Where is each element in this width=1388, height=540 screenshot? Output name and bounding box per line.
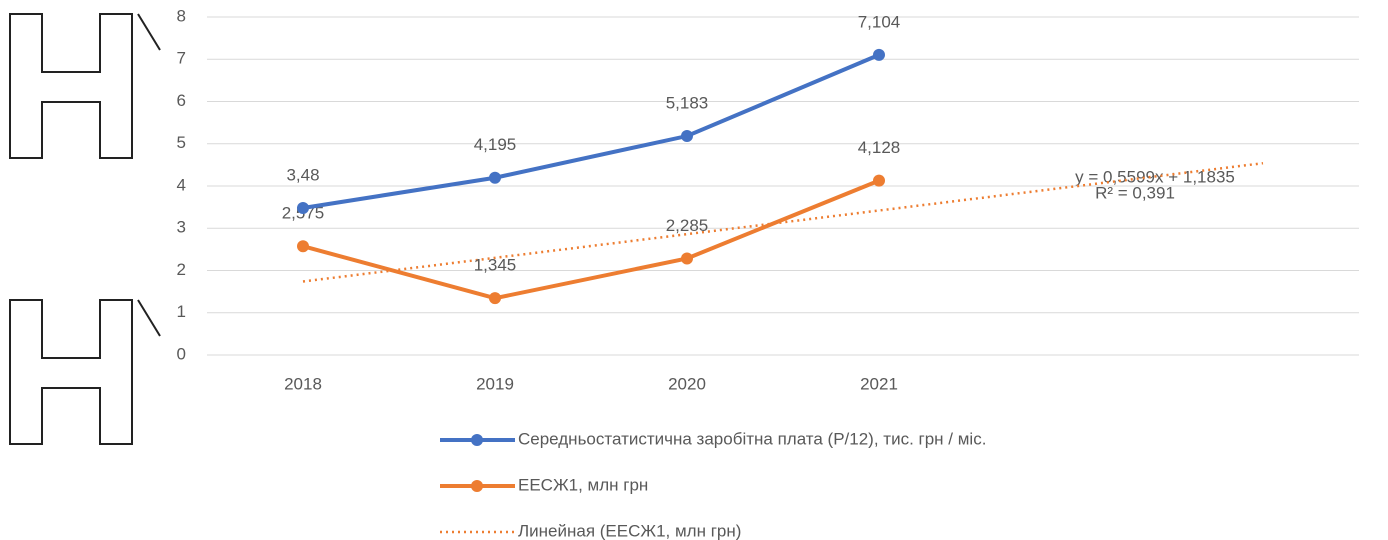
data-label: 4,195 bbox=[474, 135, 517, 154]
point bbox=[873, 174, 885, 187]
y-tick-label: 4 bbox=[177, 175, 186, 194]
legend-label: ЕЕСЖ1, млн грн bbox=[518, 475, 648, 494]
data-label: 4,128 bbox=[858, 138, 901, 157]
x-tick-label: 2019 bbox=[476, 374, 514, 393]
point bbox=[489, 171, 501, 184]
x-tick-label: 2021 bbox=[860, 374, 898, 393]
data-label: 5,183 bbox=[666, 94, 709, 113]
point bbox=[489, 292, 501, 305]
y-tick-label: 2 bbox=[177, 260, 186, 279]
y-tick-label: 3 bbox=[177, 218, 186, 237]
legend-label: Середньостатистична заробітна плата (Р/1… bbox=[518, 429, 986, 448]
data-label: 7,104 bbox=[858, 12, 901, 31]
x-tick-label: 2020 bbox=[668, 374, 706, 393]
point bbox=[873, 48, 885, 61]
y-tick-label: 6 bbox=[177, 91, 186, 110]
data-label: 2,285 bbox=[666, 216, 709, 235]
artifact-shapes bbox=[9, 13, 161, 445]
artifact-shape bbox=[137, 13, 161, 337]
artifact-shape bbox=[9, 13, 133, 159]
trend-line bbox=[302, 161, 1264, 283]
legend-marker bbox=[471, 434, 483, 446]
series-line bbox=[302, 53, 880, 210]
point bbox=[297, 201, 309, 214]
artifact-shape bbox=[9, 299, 133, 445]
point bbox=[681, 252, 693, 265]
y-tick-label: 0 bbox=[177, 344, 186, 363]
x-tick-label: 2018 bbox=[284, 374, 322, 393]
data-label: 3,48 bbox=[286, 165, 319, 184]
data-label: 1,345 bbox=[474, 256, 517, 275]
series-line bbox=[302, 178, 880, 301]
trend-r2: R² = 0,391 bbox=[1095, 183, 1175, 202]
legend-label: Линейная (ЕЕСЖ1, млн грн) bbox=[518, 521, 741, 540]
y-tick-label: 5 bbox=[177, 133, 186, 152]
y-tick-label: 7 bbox=[177, 49, 186, 68]
y-tick-label: 1 bbox=[177, 302, 186, 321]
legend-marker bbox=[471, 480, 483, 492]
y-tick-label: 8 bbox=[177, 6, 186, 25]
point bbox=[297, 240, 309, 253]
point bbox=[681, 130, 693, 143]
